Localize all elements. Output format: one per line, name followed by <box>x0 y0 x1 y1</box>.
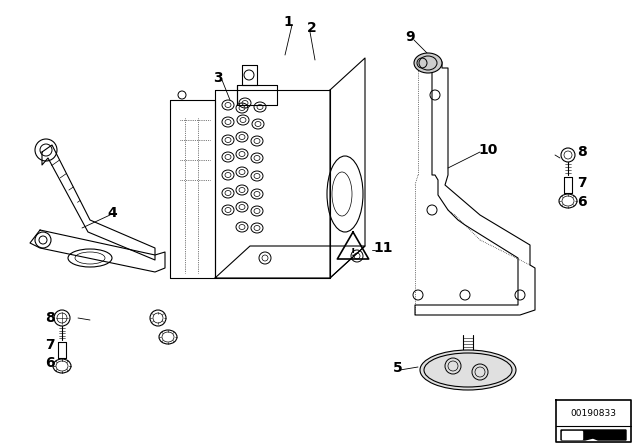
Text: 9: 9 <box>405 30 415 44</box>
Text: 2: 2 <box>307 21 317 35</box>
Text: 10: 10 <box>478 143 498 157</box>
Ellipse shape <box>420 350 516 390</box>
Text: 11: 11 <box>373 241 393 255</box>
Text: 1: 1 <box>283 15 293 29</box>
Ellipse shape <box>414 53 442 73</box>
Text: !: ! <box>351 248 355 258</box>
Text: 7: 7 <box>45 338 55 352</box>
Text: 8: 8 <box>45 311 55 325</box>
Text: 7: 7 <box>577 176 587 190</box>
Text: 6: 6 <box>45 356 55 370</box>
Text: 8: 8 <box>577 145 587 159</box>
Text: 4: 4 <box>107 206 117 220</box>
Text: 6: 6 <box>577 195 587 209</box>
Polygon shape <box>562 431 582 439</box>
Text: 3: 3 <box>213 71 223 85</box>
Text: 5: 5 <box>393 361 403 375</box>
Text: 00190833: 00190833 <box>570 409 616 418</box>
Polygon shape <box>561 430 626 440</box>
